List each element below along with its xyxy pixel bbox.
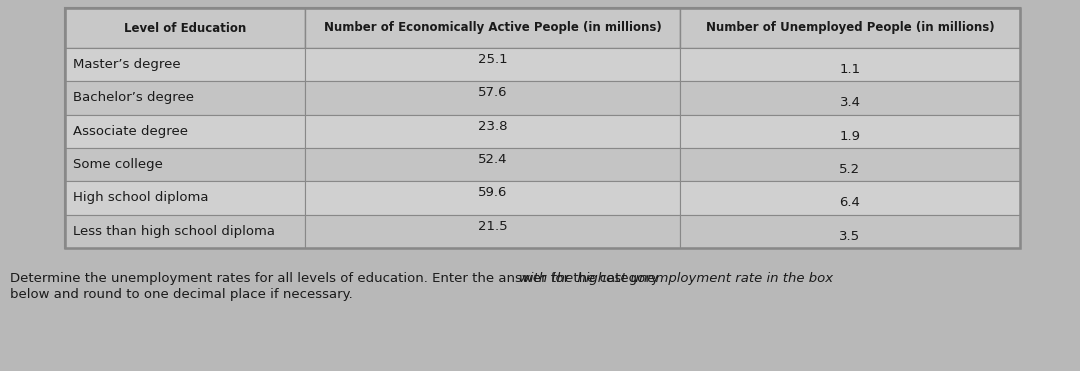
Text: 57.6: 57.6 — [477, 86, 508, 99]
Bar — [680, 215, 1020, 248]
Bar — [305, 215, 680, 248]
Bar — [680, 148, 1020, 181]
Text: 23.8: 23.8 — [477, 120, 508, 133]
Bar — [680, 181, 1020, 215]
Bar — [680, 115, 1020, 148]
Text: 5.2: 5.2 — [839, 163, 861, 176]
Text: Number of Unemployed People (in millions): Number of Unemployed People (in millions… — [705, 22, 995, 35]
Bar — [65, 8, 1020, 248]
Bar — [680, 81, 1020, 115]
Bar — [305, 81, 680, 115]
Text: 1.1: 1.1 — [839, 63, 861, 76]
Bar — [65, 148, 305, 181]
Text: High school diploma: High school diploma — [73, 191, 208, 204]
Bar — [65, 181, 305, 215]
Text: Number of Economically Active People (in millions): Number of Economically Active People (in… — [324, 22, 661, 35]
Bar — [65, 48, 305, 81]
Bar — [680, 8, 1020, 48]
Text: 6.4: 6.4 — [839, 197, 861, 210]
Bar — [305, 181, 680, 215]
Bar — [65, 115, 305, 148]
Bar — [65, 215, 305, 248]
Text: 52.4: 52.4 — [477, 153, 508, 166]
Bar — [680, 48, 1020, 81]
Bar — [65, 8, 1020, 248]
Text: Determine the unemployment rates for all levels of education. Enter the answer f: Determine the unemployment rates for all… — [10, 272, 663, 285]
Text: Level of Education: Level of Education — [124, 22, 246, 35]
Text: 3.4: 3.4 — [839, 96, 861, 109]
Text: Master’s degree: Master’s degree — [73, 58, 180, 71]
Text: Some college: Some college — [73, 158, 163, 171]
Bar — [65, 81, 305, 115]
Bar — [305, 115, 680, 148]
Text: below and round to one decimal place if necessary.: below and round to one decimal place if … — [10, 288, 353, 301]
Text: 1.9: 1.9 — [839, 130, 861, 143]
Text: 59.6: 59.6 — [477, 187, 508, 200]
Text: 3.5: 3.5 — [839, 230, 861, 243]
Bar — [305, 148, 680, 181]
Bar — [65, 8, 305, 48]
Text: 25.1: 25.1 — [477, 53, 508, 66]
Text: with the highest unemployment rate in the box: with the highest unemployment rate in th… — [518, 272, 833, 285]
Text: Less than high school diploma: Less than high school diploma — [73, 225, 275, 238]
Text: Bachelor’s degree: Bachelor’s degree — [73, 92, 194, 105]
Bar — [305, 48, 680, 81]
Text: 21.5: 21.5 — [477, 220, 508, 233]
Bar — [305, 8, 680, 48]
Text: Associate degree: Associate degree — [73, 125, 188, 138]
